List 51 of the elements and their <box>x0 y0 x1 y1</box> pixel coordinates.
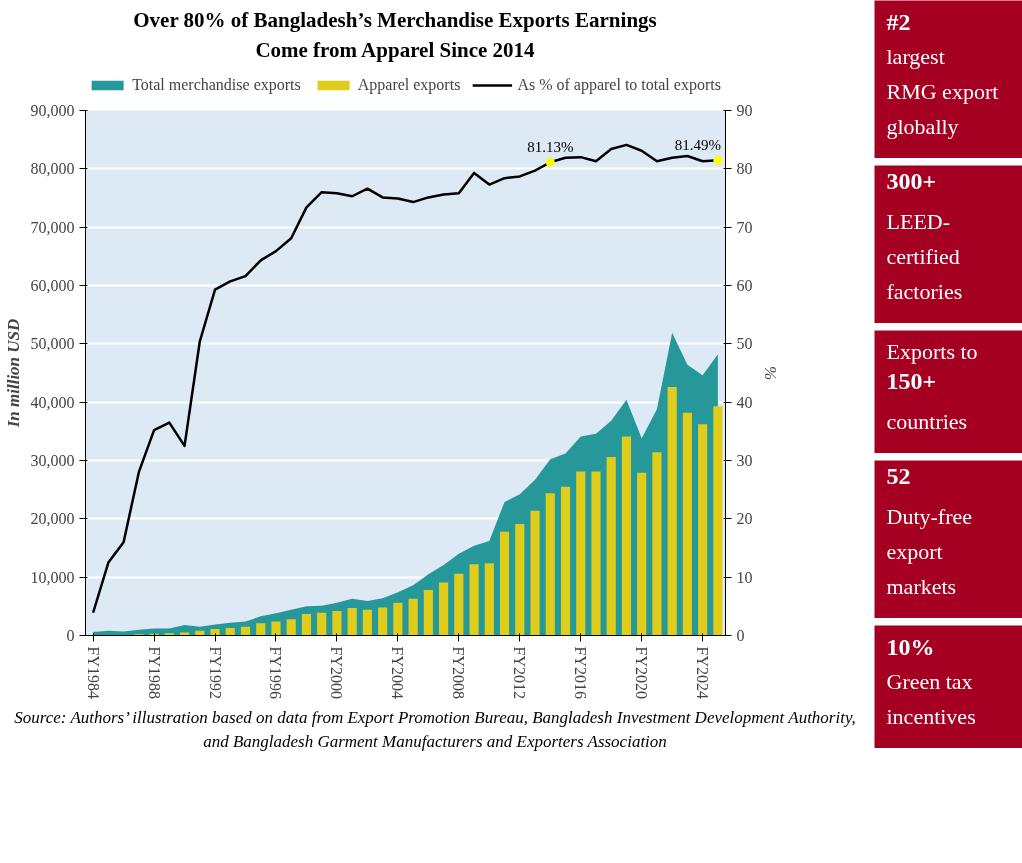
y-tick-label: 30,000 <box>30 452 75 469</box>
legend-label: Total merchandise exports <box>132 76 301 94</box>
y-tick-label: 80,000 <box>30 160 75 178</box>
x-tick-label: FY2016 <box>572 646 590 699</box>
text: Green tax incentives <box>886 668 976 729</box>
y2-tick-label: 40 <box>736 393 753 411</box>
y-tick-label: 20,000 <box>30 510 75 528</box>
y-axis-title: In million USD <box>3 318 23 429</box>
y2-tick-label: 0 <box>736 627 745 644</box>
y2-tick-label: 50 <box>736 335 753 353</box>
x-tick-label: FY1988 <box>145 646 163 699</box>
y-tick-label: 0 <box>66 627 75 644</box>
text: #2 <box>886 8 911 35</box>
text: 10% <box>886 633 935 660</box>
x-tick-label: FY2012 <box>511 646 529 699</box>
y-tick-label: 10,000 <box>30 568 75 586</box>
y-tick-label: 40,000 <box>30 393 75 411</box>
y-tick-label: 60,000 <box>30 277 75 294</box>
y2-tick-label: 90 <box>736 102 753 119</box>
source-note: Source: Authors’ illustration based on data from Export Promotion Bureau, Bangladesh Investment Development Authority, and Bangladesh Garment Manufacturers and Exporters Association <box>13 707 857 754</box>
x-tick-label: FY1992 <box>206 646 224 699</box>
x-tick-label: FY1984 <box>84 646 102 699</box>
y2-tick-label: 80 <box>736 160 753 178</box>
text: largest RMG export globally <box>886 43 999 139</box>
data-label: 81.13% <box>527 139 574 156</box>
y2-tick-label: 20 <box>736 510 753 528</box>
x-tick-label: FY2020 <box>633 646 651 699</box>
y-tick-label: 90,000 <box>30 102 75 119</box>
data-label: 81.49% <box>674 137 721 154</box>
y-tick-label: 50,000 <box>30 335 75 353</box>
x-tick-label: FY2008 <box>450 646 468 699</box>
x-tick-label: FY2000 <box>328 646 346 699</box>
y2-tick-label: 30 <box>736 452 753 469</box>
x-tick-label: FY1996 <box>267 646 285 699</box>
y2-axis-title: % <box>760 365 780 381</box>
text: 52 <box>886 462 911 489</box>
y2-tick-label: 10 <box>736 568 753 586</box>
x-tick-label: FY2004 <box>389 646 407 699</box>
legend-label: Apparel exports <box>357 76 461 94</box>
y2-tick-label: 70 <box>736 218 753 236</box>
chart-title: Over 80% of Bangladesh’s Merchandise Exports Earnings Come from Apparel Since 2014 <box>133 7 657 64</box>
text: Exports to <box>886 338 978 364</box>
text: LEED-certified factories <box>886 208 963 304</box>
text: Duty-free export markets <box>886 503 973 599</box>
text: countries <box>886 408 968 434</box>
text: 150+ <box>886 367 937 394</box>
y-tick-label: 70,000 <box>30 218 75 236</box>
text: 300+ <box>886 167 937 194</box>
legend-label: As % of apparel to total exports <box>517 76 721 94</box>
x-tick-label: FY2024 <box>694 646 712 699</box>
y2-tick-label: 60 <box>736 277 753 294</box>
